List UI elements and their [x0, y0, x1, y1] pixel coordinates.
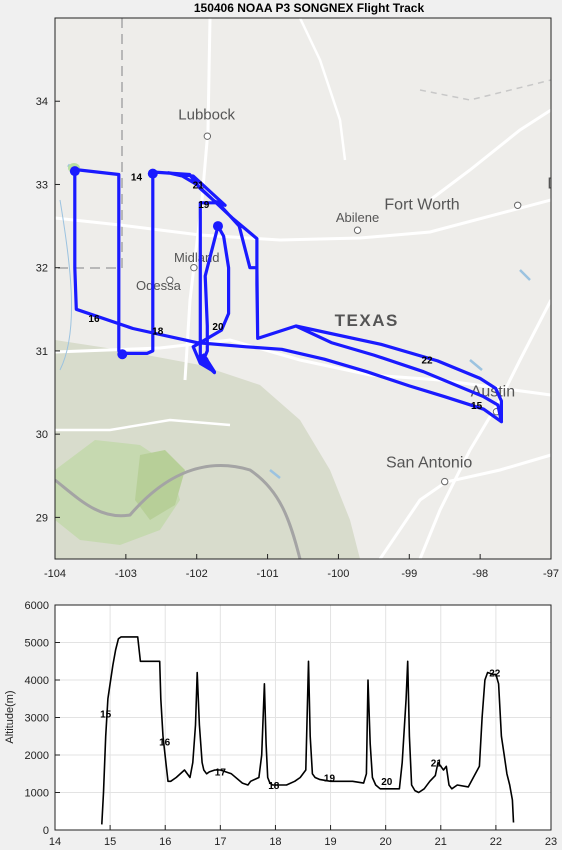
city-marker [166, 276, 174, 284]
map-y-tick-label: 29 [36, 512, 48, 524]
altitude-x-tick-label: 21 [435, 836, 447, 848]
map-y-tick-label: 31 [36, 346, 48, 358]
altitude-x-tick-label: 22 [490, 836, 502, 848]
altitude-x-tick-label: 23 [545, 836, 557, 848]
map-hour-label: 14 [131, 172, 143, 183]
altitude-y-tick-label: 5000 [25, 638, 49, 650]
map-label: Odessa [136, 278, 182, 293]
altitude-x-tick-label: 16 [159, 836, 171, 848]
altitude-hour-label: 20 [381, 777, 393, 788]
altitude-x-tick-label: 15 [104, 836, 116, 848]
altitude-y-tick-label: 2000 [25, 750, 49, 762]
altitude-hour-label: 19 [324, 773, 336, 784]
track-marker [212, 221, 223, 232]
map-hour-label: 15 [471, 401, 483, 412]
map-title: 150406 NOAA P3 SONGNEX Flight Track [194, 1, 425, 15]
track-marker [117, 349, 128, 360]
altitude-y-tick-label: 4000 [25, 675, 49, 687]
map-label: TEXAS [335, 311, 399, 330]
city-marker [190, 263, 198, 272]
map-label: Fort Worth [384, 196, 459, 213]
altitude-hour-label: 15 [100, 710, 112, 721]
altitude-line [101, 636, 515, 825]
map-hour-label: 21 [193, 181, 205, 192]
city-marker [441, 477, 449, 486]
altitude-x-tick-label: 20 [380, 836, 392, 848]
altitude-axes: 15 16 17 18 19 20 21 22 14 15 16 17 18 19 20 21 22 23 0 1… [4, 600, 557, 848]
map-y-tick-label: 32 [36, 263, 48, 275]
map-hour-label: 18 [152, 326, 164, 337]
track-marker [198, 355, 209, 366]
map-y-tick-label: 30 [36, 429, 48, 441]
city-marker [203, 132, 212, 140]
city-marker [513, 201, 522, 209]
map-x-tick-label: -97 [543, 568, 559, 580]
altitude-hour-label: 21 [431, 758, 443, 769]
altitude-hour-label: 17 [215, 768, 227, 779]
altitude-hour-label: 22 [489, 668, 501, 679]
city-marker [353, 226, 362, 234]
altitude-hour-label: 16 [159, 738, 171, 749]
altitude-y-tick-label: 3000 [25, 713, 49, 725]
altitude-y-tick-label: 6000 [25, 600, 49, 612]
map-hour-label: 20 [212, 322, 224, 333]
map-hour-label: 19 [198, 200, 210, 211]
altitude-x-tick-label: 17 [214, 836, 226, 848]
altitude-x-tick-label: 19 [324, 836, 336, 848]
map-x-tick-label: -100 [327, 568, 349, 580]
map-x-tick-label: -101 [257, 568, 279, 580]
map-hour-label: 22 [421, 355, 433, 366]
map-label: San Antonio [386, 454, 472, 471]
map-x-tick-label: -103 [115, 568, 137, 580]
map-label: Lubbock [178, 107, 235, 124]
map-label: Abilene [336, 210, 379, 225]
altitude-y-tick-label: 1000 [25, 788, 49, 800]
map-x-tick-label: -102 [186, 568, 208, 580]
map-x-tick-label: -99 [401, 568, 417, 580]
map-y-tick-label: 34 [36, 96, 48, 108]
altitude-y-label: Altitude(m) [4, 690, 16, 743]
map-label: D [547, 176, 559, 193]
altitude-y-tick-label: 0 [43, 825, 49, 837]
map-y-tick-label: 33 [36, 179, 48, 191]
map-x-tick-label: -104 [44, 568, 66, 580]
map-hour-label: 16 [88, 314, 100, 325]
altitude-x-tick-label: 14 [49, 836, 61, 848]
track-marker [147, 168, 158, 179]
track-marker [69, 166, 80, 177]
altitude-x-tick-label: 18 [269, 836, 281, 848]
map-x-tick-label: -98 [472, 568, 488, 580]
altitude-hour-label: 18 [268, 781, 280, 792]
